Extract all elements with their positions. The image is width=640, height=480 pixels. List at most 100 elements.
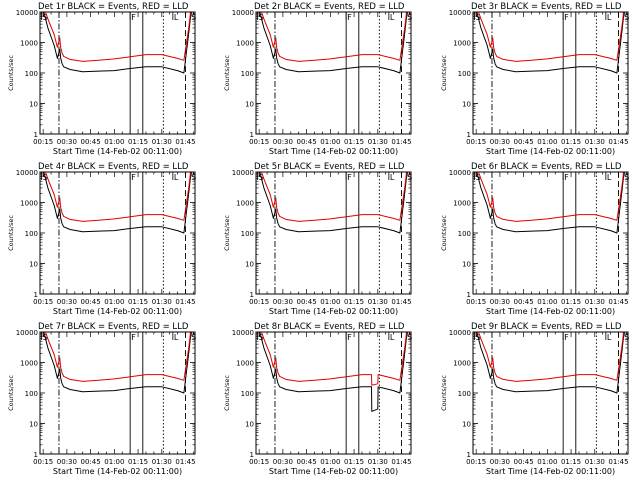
x-tick-label: 00:45 [81,298,101,306]
flag-label: L [390,173,395,182]
y-axis-label: Counts/sec [7,55,15,91]
x-tick-label: 01:00 [537,298,557,306]
x-tick-label: 00:30 [273,298,293,306]
flag-label: S [624,173,629,182]
x-axis-label: Start Time (14-Feb-02 00:11:00) [53,307,182,316]
x-tick-label: 00:45 [81,138,101,146]
plot-frame [255,11,412,135]
series-line-lld [44,332,192,382]
flag-label: F [131,173,136,182]
flag-label: F [131,13,136,22]
y-tick-label: 1000 [236,360,254,368]
x-axis-label: Start Time (14-Feb-02 00:11:00) [269,147,398,156]
plot-frame [472,331,629,455]
flag-marker: L [388,172,395,182]
x-tick-label: 01:00 [537,138,557,146]
y-tick-label: 10 [29,101,38,109]
y-tick-label: 1 [34,131,38,139]
flag-label: F [347,173,352,182]
x-tick-label: 00:15 [249,298,269,306]
y-tick-label: 1000 [453,360,471,368]
series-line-events [476,332,626,394]
series-group [259,12,409,74]
y-tick-label: 1 [250,451,254,459]
x-tick-label: 00:45 [514,458,534,466]
flag-label: L [607,13,612,22]
x-tick-label: 00:15 [33,138,53,146]
flag-label: S [191,13,196,22]
chart-panel-7: Det 7r BLACK = Events, RED = LLD 1 10 100 10… [7,322,196,476]
y-tick-label: 10000 [16,329,38,337]
x-tick-label: 01:00 [537,458,557,466]
y-tick-label: 1 [467,131,471,139]
y-tick-label: 10000 [16,9,38,17]
series-line-events [43,172,193,234]
x-axis-label: Start Time (14-Feb-02 00:11:00) [53,467,182,476]
flag-label: L [607,333,612,342]
x-tick-label: 00:30 [273,458,293,466]
y-tick-label: 10000 [232,9,254,17]
flag-marker: F [345,172,352,182]
y-tick-label: 10 [29,261,38,269]
flag-label: S [624,13,629,22]
y-axis-label: Counts/sec [440,215,448,251]
x-tick-label: 01:30 [585,138,605,146]
x-tick-label: 01:15 [128,458,148,466]
flag-marker: F [129,12,136,22]
chart-title: Det 7r BLACK = Events, RED = LLD [38,322,189,332]
y-tick-label: 10000 [449,329,471,337]
y-tick-label: 1 [467,451,471,459]
plot-frame [472,11,629,135]
x-tick-label: 00:15 [466,138,486,146]
x-axis-label: Start Time (14-Feb-02 00:11:00) [486,467,615,476]
x-tick-label: 01:30 [152,298,172,306]
x-tick-label: 01:00 [104,298,124,306]
flag-marker: L [172,332,179,342]
series-group [43,332,193,394]
y-tick-label: 1000 [453,40,471,48]
chart-title: Det 8r BLACK = Events, RED = LLD [254,322,405,332]
y-tick-label: 1000 [236,200,254,208]
x-axis-label: Start Time (14-Feb-02 00:11:00) [269,467,398,476]
y-tick-label: 100 [25,390,38,398]
x-tick-label: 01:00 [104,458,124,466]
x-tick-label: 00:15 [33,298,53,306]
y-tick-label: 100 [458,230,471,238]
x-tick-label: 00:30 [490,138,510,146]
x-tick-label: 00:45 [297,298,317,306]
flag-label: F [347,333,352,342]
x-tick-label: 01:45 [391,458,411,466]
flag-label: S [407,173,412,182]
x-tick-label: 00:30 [57,138,77,146]
flag-label: S [407,13,412,22]
series-line-lld [44,12,192,62]
flag-label: L [607,173,612,182]
y-tick-label: 100 [241,390,254,398]
y-tick-label: 10000 [232,329,254,337]
flag-label: L [174,173,179,182]
y-tick-label: 100 [458,70,471,78]
x-tick-label: 01:15 [344,138,364,146]
y-tick-label: 1 [250,131,254,139]
plot-frame [39,11,196,135]
y-tick-label: 100 [25,70,38,78]
y-tick-label: 10000 [232,169,254,177]
flag-label: L [390,333,395,342]
flag-marker: F [562,332,569,342]
y-tick-label: 10 [462,421,471,429]
y-tick-label: 10 [245,101,254,109]
x-tick-label: 01:30 [152,138,172,146]
series-line-lld [477,172,625,222]
y-axis-label: Counts/sec [223,55,231,91]
y-tick-label: 10 [462,101,471,109]
chart-title: Det 6r BLACK = Events, RED = LLD [471,162,622,172]
x-tick-label: 01:45 [391,138,411,146]
plot-frame [39,331,196,455]
x-tick-label: 00:45 [81,458,101,466]
x-tick-label: 01:45 [175,138,195,146]
x-tick-label: 01:15 [344,298,364,306]
y-tick-label: 10 [245,261,254,269]
chart-title: Det 9r BLACK = Events, RED = LLD [471,322,622,332]
chart-title: Det 2r BLACK = Events, RED = LLD [254,2,405,12]
